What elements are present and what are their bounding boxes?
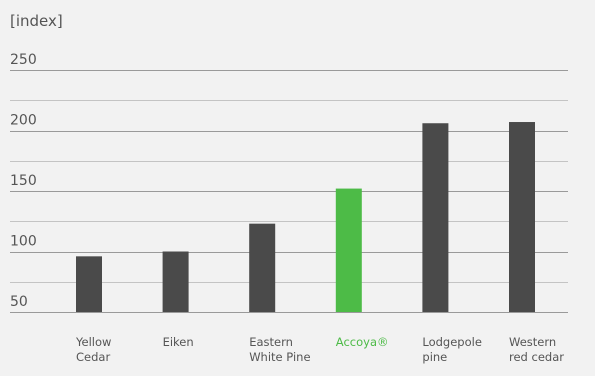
bar xyxy=(249,223,276,312)
y-tick-labels: 50 100 150 200 250 xyxy=(10,52,37,310)
bar xyxy=(162,251,189,312)
y-tick-label: 250 xyxy=(10,52,37,68)
category-labels: Yellow Cedar Eiken Eastern White Pine Accoya®… xyxy=(75,335,564,364)
bars xyxy=(76,122,535,313)
bar xyxy=(422,123,449,313)
category-label: Western red cedar xyxy=(509,335,564,364)
bar xyxy=(76,256,102,312)
category-label: Eastern White Pine xyxy=(249,335,310,364)
y-tick-label: 200 xyxy=(10,113,37,129)
category-label: Eiken xyxy=(163,335,194,349)
category-label: Accoya® xyxy=(336,335,389,349)
category-label: Lodgepole pine xyxy=(422,335,482,364)
y-tick-label: 150 xyxy=(10,173,37,189)
bar xyxy=(335,188,362,312)
bar xyxy=(509,122,535,312)
y-axis-unit-label: [index] xyxy=(10,12,63,30)
category-label: Yellow Cedar xyxy=(75,335,111,364)
y-tick-label: 100 xyxy=(10,234,37,250)
gridlines xyxy=(10,70,568,313)
y-tick-label: 50 xyxy=(10,294,28,310)
